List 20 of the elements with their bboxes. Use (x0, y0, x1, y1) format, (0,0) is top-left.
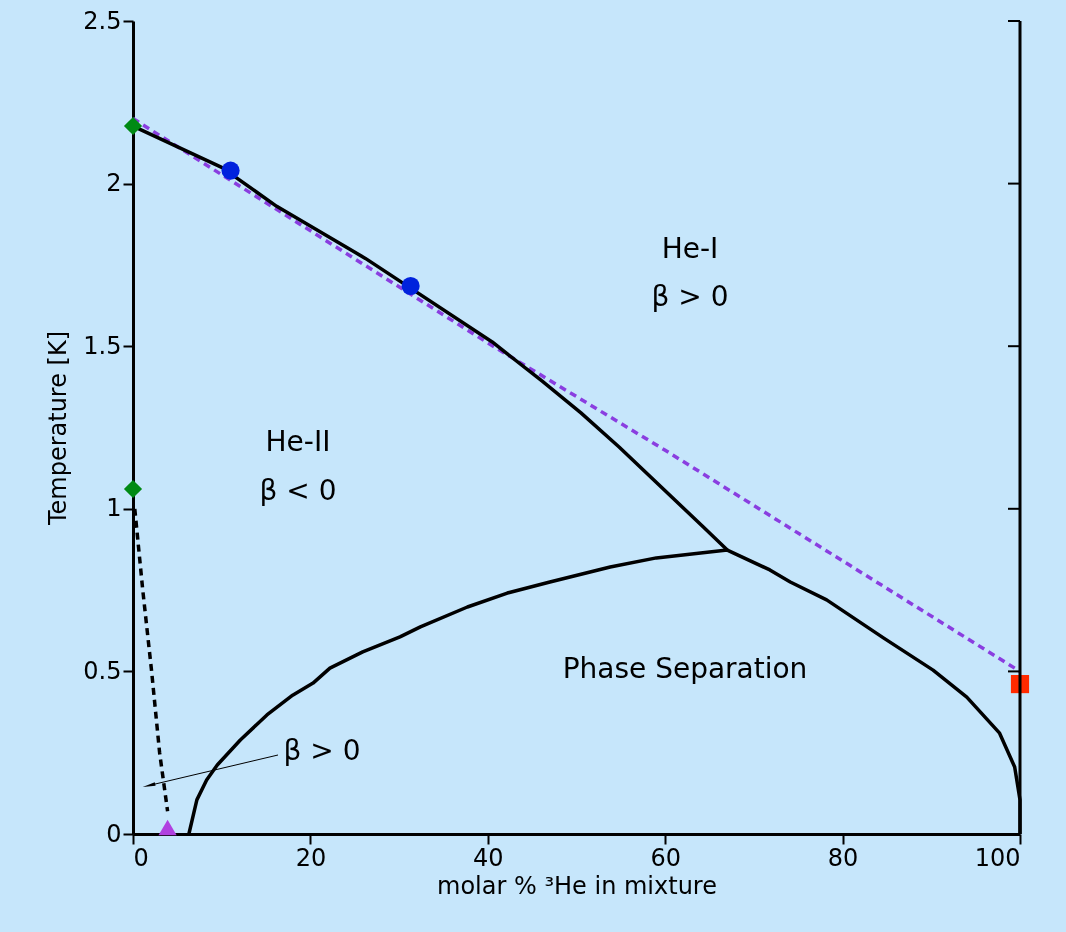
y-tick-label: 1.5 (83, 331, 122, 360)
y-tick-label: 2 (106, 169, 122, 198)
x-tick-label: 100 (974, 843, 1021, 872)
x-tick-label: 40 (473, 843, 504, 872)
y-tick-label: 0 (106, 819, 122, 848)
y-tick-label: 0.5 (83, 656, 122, 685)
annotation: He-II (265, 425, 331, 458)
x-tick-label: 0 (133, 843, 149, 872)
y-tick-label: 2.5 (83, 6, 122, 35)
x-axis-title: molar % ³He in mixture (437, 871, 717, 900)
y-axis-title: Temperature [K] (44, 330, 73, 527)
x-tick-label: 20 (295, 843, 327, 872)
x-tick-label: 60 (650, 843, 681, 872)
annotation: He-I (661, 232, 719, 265)
annotation: β > 0 (283, 734, 361, 767)
y-tick-label: 1 (106, 494, 122, 523)
annotation: β > 0 (651, 280, 729, 313)
annotation: Phase Separation (562, 652, 808, 685)
annotation: β < 0 (259, 474, 337, 507)
x-tick-label: 80 (827, 843, 859, 872)
